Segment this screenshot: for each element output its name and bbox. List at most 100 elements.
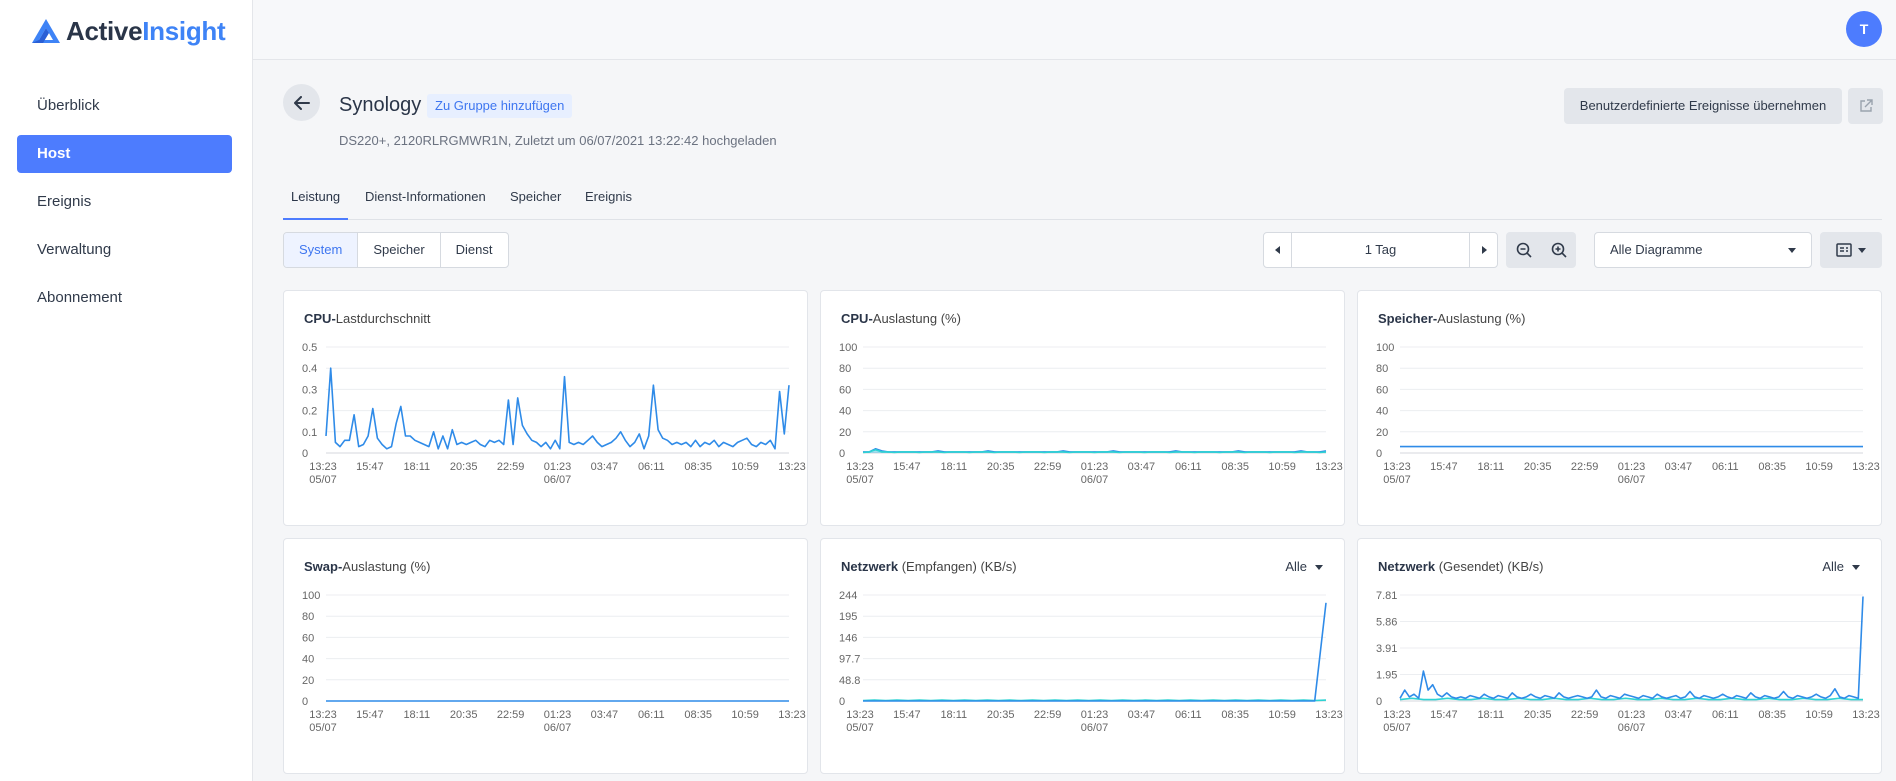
- x-tick-label: 03:47: [591, 709, 619, 721]
- y-tick-label: 100: [302, 590, 320, 602]
- y-tick-label: 0: [839, 448, 845, 460]
- segment-system[interactable]: System: [284, 233, 359, 267]
- range-prev-button[interactable]: [1264, 233, 1292, 267]
- x-tick-label: 13:23: [846, 461, 874, 473]
- x-tick-date-label: 05/07: [309, 474, 337, 486]
- x-tick-label: 15:47: [893, 709, 921, 721]
- x-tick-label: 18:11: [403, 709, 430, 721]
- zoom-in-button[interactable]: [1541, 232, 1576, 268]
- x-tick-label: 20:35: [450, 709, 478, 721]
- y-tick-label: 40: [839, 406, 851, 418]
- y-tick-label: 97.7: [839, 654, 860, 666]
- zoom-out-button[interactable]: [1506, 232, 1541, 268]
- top-bar: T: [253, 0, 1896, 60]
- x-tick-label: 01:23: [1081, 709, 1109, 721]
- y-tick-label: 0.2: [302, 406, 317, 418]
- sidebar-item-ereignis[interactable]: Ereignis: [37, 193, 92, 210]
- card-title: Netzwerk (Empfangen) (KB/s): [841, 559, 1017, 574]
- x-tick-label: 13:23: [778, 709, 806, 721]
- x-tick-label: 08:35: [1758, 709, 1786, 721]
- external-link-button[interactable]: [1848, 88, 1883, 124]
- chevron-down-icon: [1858, 247, 1866, 253]
- x-tick-label: 13:23: [1852, 461, 1880, 473]
- chart-card-memory-usage: 0 20 40 60 80 100 13:23 05/07 15:47 18:11 20:35 22:…: [1357, 290, 1882, 526]
- x-tick-label: 03:47: [1665, 461, 1693, 473]
- view-segmented-control: System Speicher Dienst: [283, 232, 509, 268]
- chevron-down-icon: [1852, 565, 1860, 571]
- x-tick-label: 15:47: [893, 461, 921, 473]
- x-tick-label: 20:35: [1524, 461, 1552, 473]
- y-tick-label: 0: [302, 448, 308, 460]
- series-line: [862, 449, 1327, 454]
- tab-leistung[interactable]: Leistung: [283, 180, 349, 220]
- x-tick-date-label: 06/07: [1081, 722, 1109, 734]
- interface-filter-dropdown[interactable]: Alle: [1285, 559, 1323, 574]
- tabs: Leistung Dienst-Informationen Speicher E…: [283, 180, 1882, 220]
- avatar[interactable]: T: [1846, 11, 1882, 47]
- y-tick-label: 7.81: [1376, 590, 1397, 602]
- range-value[interactable]: 1 Tag: [1364, 242, 1397, 257]
- x-tick-label: 22:59: [1571, 461, 1599, 473]
- zoom-out-icon: [1516, 242, 1532, 258]
- sidebar-item-abonnement[interactable]: Abonnement: [37, 289, 123, 306]
- diagram-select[interactable]: Alle Diagramme: [1594, 232, 1812, 268]
- y-tick-label: 146: [839, 632, 857, 644]
- y-tick-label: 195: [839, 611, 857, 623]
- x-tick-label: 01:23: [544, 709, 572, 721]
- tab-ereignis[interactable]: Ereignis: [585, 189, 632, 204]
- sidebar-item-host[interactable]: Host: [17, 135, 232, 173]
- x-tick-label: 06:11: [638, 461, 665, 473]
- x-tick-label: 10:59: [731, 709, 759, 721]
- chart-card-cpu-usage: 0 20 40 60 80 100 13:23 05/07 15:47 18:11 20:35 22:…: [820, 290, 1345, 526]
- host-subtitle: DS220+, 2120RLRGMWR1N, Zuletzt um 06/07/…: [339, 133, 777, 148]
- x-tick-label: 13:23: [1315, 461, 1343, 473]
- x-tick-label: 22:59: [497, 461, 525, 473]
- x-tick-label: 03:47: [1128, 709, 1156, 721]
- range-next-button[interactable]: [1469, 233, 1497, 267]
- x-tick-label: 13:23: [846, 709, 874, 721]
- chevron-down-icon: [1788, 248, 1796, 253]
- logo[interactable]: ActiveInsight: [30, 15, 226, 47]
- y-tick-label: 80: [839, 363, 851, 375]
- x-tick-label: 08:35: [684, 709, 712, 721]
- add-to-group-button[interactable]: Zu Gruppe hinzufügen: [427, 94, 573, 118]
- x-tick-date-label: 06/07: [1081, 474, 1109, 486]
- y-tick-label: 0: [1376, 696, 1382, 708]
- y-tick-label: 0.3: [302, 384, 317, 396]
- sidebar-item-ueberblick[interactable]: Überblick: [37, 97, 100, 114]
- x-tick-label: 10:59: [1805, 461, 1833, 473]
- x-tick-label: 18:11: [1477, 461, 1504, 473]
- diagram-select-value: Alle Diagramme: [1610, 242, 1703, 257]
- y-tick-label: 3.91: [1376, 643, 1397, 655]
- y-tick-label: 0: [1376, 448, 1382, 460]
- layout-toggle-button[interactable]: [1820, 232, 1882, 268]
- card-title: Netzwerk (Gesendet) (KB/s): [1378, 559, 1544, 574]
- page-title: Synology: [339, 94, 422, 116]
- segment-dienst[interactable]: Dienst: [455, 242, 493, 257]
- card-title: Speicher-Auslastung (%): [1378, 311, 1526, 326]
- segment-speicher[interactable]: Speicher: [358, 233, 441, 267]
- y-tick-label: 100: [1376, 342, 1394, 354]
- interface-filter-dropdown[interactable]: Alle: [1822, 559, 1860, 574]
- apply-custom-events-button[interactable]: Benutzerdefinierte Ereignisse übernehmen: [1564, 88, 1842, 124]
- chevron-down-icon: [1315, 565, 1323, 571]
- x-tick-label: 06:11: [1712, 461, 1739, 473]
- y-tick-label: 0: [839, 696, 845, 708]
- x-tick-label: 03:47: [591, 461, 619, 473]
- logo-text: ActiveInsight: [66, 15, 226, 46]
- tab-dienst-informationen[interactable]: Dienst-Informationen: [365, 189, 486, 204]
- x-tick-label: 01:23: [1618, 709, 1646, 721]
- x-tick-label: 20:35: [450, 461, 478, 473]
- x-tick-label: 08:35: [684, 461, 712, 473]
- y-tick-label: 60: [302, 632, 314, 644]
- card-title: Swap-Auslastung (%): [304, 559, 431, 574]
- sidebar-item-verwaltung[interactable]: Verwaltung: [37, 241, 112, 258]
- x-tick-label: 15:47: [1430, 709, 1458, 721]
- x-tick-label: 18:11: [940, 709, 967, 721]
- tab-speicher[interactable]: Speicher: [510, 189, 562, 204]
- back-button[interactable]: [283, 84, 320, 121]
